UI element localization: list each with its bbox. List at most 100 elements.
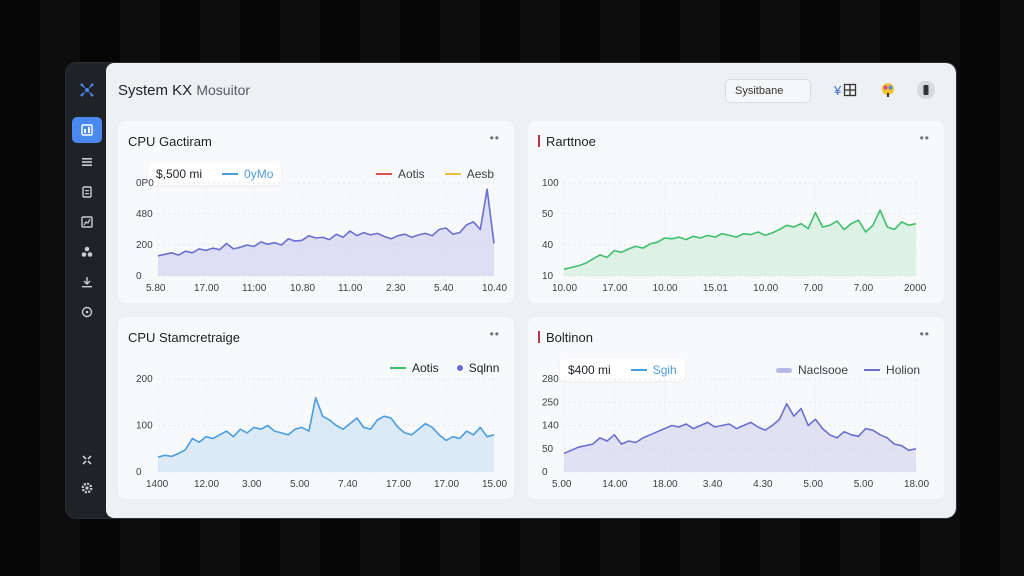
- x-tick-label: 10.00: [552, 283, 577, 294]
- y-tick-label: 50: [542, 444, 554, 455]
- x-tick-label: 18.00: [653, 479, 678, 490]
- x-tick-label: 18.00: [904, 479, 929, 490]
- app-window: System KX Mosuitor Sysitbane ¥ CPU Gacti…: [66, 63, 956, 518]
- card-cpu-stamcretraige: CPU Stamcretraige •• Aotis Sqlnn 200 100 0…: [118, 317, 514, 499]
- series-area: [158, 189, 494, 276]
- x-tick-label: 5.40: [434, 283, 454, 294]
- y-tick-label: 0: [136, 271, 142, 282]
- y-tick-label: 250: [542, 397, 559, 408]
- y-tick-label: 200: [136, 240, 153, 251]
- card-title: CPU Stamcretraige: [128, 330, 240, 345]
- y-tick-label: 200: [136, 374, 153, 385]
- title-accent: [538, 135, 540, 147]
- x-tick-label: 1400: [146, 479, 169, 490]
- series-line: [157, 188, 495, 257]
- card-rarttnoe: Rarttnoe •• 100 50 40 10 10.00 17.00 10.00 15.0…: [528, 121, 944, 303]
- x-tick-label: 5.00: [552, 479, 572, 490]
- card-menu-button[interactable]: ••: [489, 131, 500, 145]
- chart-boltinon: 280 250 140 50 0 5.00 14.00 18.00 3.40 4.30 5.00 5.…: [542, 374, 929, 490]
- card-title-text: Rarttnoe: [546, 134, 596, 149]
- pill-label: 0yMo: [244, 167, 274, 181]
- search-input[interactable]: Sysitbane: [725, 79, 811, 103]
- y-tick-label: 40: [542, 240, 554, 251]
- legend-swatch-lavender: [776, 367, 792, 373]
- download-icon[interactable]: [72, 269, 102, 295]
- x-tick-label: 2000: [904, 283, 927, 294]
- series-area: [564, 403, 916, 472]
- x-tick-label: 3.40: [703, 479, 723, 490]
- value-pill: $,500 mi 0yMo: [148, 163, 282, 185]
- x-tick-label: 7.00: [854, 283, 874, 294]
- legend-label: Aotis: [398, 167, 425, 181]
- x-tick-label: 5.00: [290, 479, 310, 490]
- legend-dot-purple: [456, 365, 463, 371]
- x-tick-label: 11.00: [338, 283, 363, 294]
- x-tick-label: 10.80: [290, 283, 315, 294]
- pill-swatch: [630, 369, 647, 371]
- x-tick-label: 14.00: [602, 479, 627, 490]
- y-tick-label: 0: [542, 467, 548, 478]
- x-tick-label: 10.00: [653, 283, 678, 294]
- card-menu-button[interactable]: ••: [489, 327, 500, 341]
- x-tick-label: 15.01: [703, 283, 728, 294]
- x-tick-label: 17.00: [386, 479, 411, 490]
- y-tick-label: 480: [136, 209, 153, 220]
- card-title: CPU Gactiram: [128, 134, 212, 149]
- legend-swatch-yellow: [444, 173, 461, 175]
- y-tick-label: 0: [136, 467, 142, 478]
- card-title-text: Boltinon: [546, 330, 593, 345]
- cluster-icon[interactable]: [72, 239, 102, 265]
- legend-swatch-purple: [864, 369, 881, 371]
- list-icon[interactable]: [72, 149, 102, 175]
- x-tick-label: 17.00: [602, 283, 627, 294]
- x-tick-label: 3.00: [242, 479, 262, 490]
- currency-grid-icon[interactable]: ¥: [834, 80, 857, 100]
- x-tick-label: 5.80: [146, 283, 166, 294]
- y-tick-label: 10: [542, 271, 554, 282]
- dashboard-icon[interactable]: [72, 117, 102, 143]
- card-menu-button[interactable]: ••: [919, 131, 930, 145]
- x-tick-label: 7.40: [338, 479, 358, 490]
- card-title: Rarttnoe: [538, 134, 596, 149]
- legend-label: Naclsooe: [798, 363, 849, 377]
- title-accent: [538, 331, 540, 343]
- series-line: [157, 396, 495, 458]
- x-tick-label: 7.00: [803, 283, 823, 294]
- x-tick-label: 2.30: [386, 283, 406, 294]
- y-tick-label: 50: [542, 209, 554, 220]
- main-panel: System KX Mosuitor Sysitbane ¥ CPU Gacti…: [106, 63, 956, 518]
- top-bar: System KX Mosuitor Sysitbane ¥: [106, 63, 956, 117]
- series-area: [158, 397, 494, 472]
- x-tick-label: 5.00: [803, 479, 823, 490]
- gear-icon[interactable]: [72, 475, 102, 501]
- legend-label: Aesb: [466, 167, 495, 181]
- chart-cpu-stamcretraige: 200 100 0 1400 12.00 3.00 5.00 7.40 17.00 17.00 15…: [136, 374, 507, 490]
- legend-swatch-green: [390, 367, 406, 369]
- grid-icon[interactable]: [72, 447, 102, 473]
- pill-value: $,500 mi: [156, 167, 203, 181]
- document-icon[interactable]: [72, 179, 102, 205]
- y-tick-label: 100: [136, 421, 153, 432]
- x-tick-label: 17.00: [194, 283, 219, 294]
- account-icon[interactable]: [916, 80, 936, 100]
- series-line: [563, 209, 917, 270]
- target-icon[interactable]: [72, 299, 102, 325]
- legend-swatch-red: [376, 173, 392, 175]
- y-tick-label: 280: [542, 374, 559, 385]
- card-title: Boltinon: [538, 330, 593, 345]
- x-tick-label: 10.40: [482, 283, 507, 294]
- card-cpu-gactiram: CPU Gactiram •• $,500 mi 0yMo Aotis Aesb…: [118, 121, 514, 303]
- x-tick-label: 4.30: [753, 479, 773, 490]
- pill-swatch: [222, 173, 239, 175]
- chart-legend: Naclsooe Holion: [776, 363, 920, 377]
- chart-legend: Aotis Aesb: [376, 167, 494, 181]
- palette-icon[interactable]: [879, 80, 897, 100]
- card-menu-button[interactable]: ••: [919, 327, 930, 341]
- legend-label: Aotis: [412, 361, 439, 375]
- card-boltinon: Boltinon •• $400 mi Sgih Naclsooe Holion…: [528, 317, 944, 499]
- pill-label: Sgih: [652, 363, 677, 377]
- chart-icon[interactable]: [72, 209, 102, 235]
- pill-value: $400 mi: [568, 363, 611, 377]
- legend-label: Holion: [886, 363, 921, 377]
